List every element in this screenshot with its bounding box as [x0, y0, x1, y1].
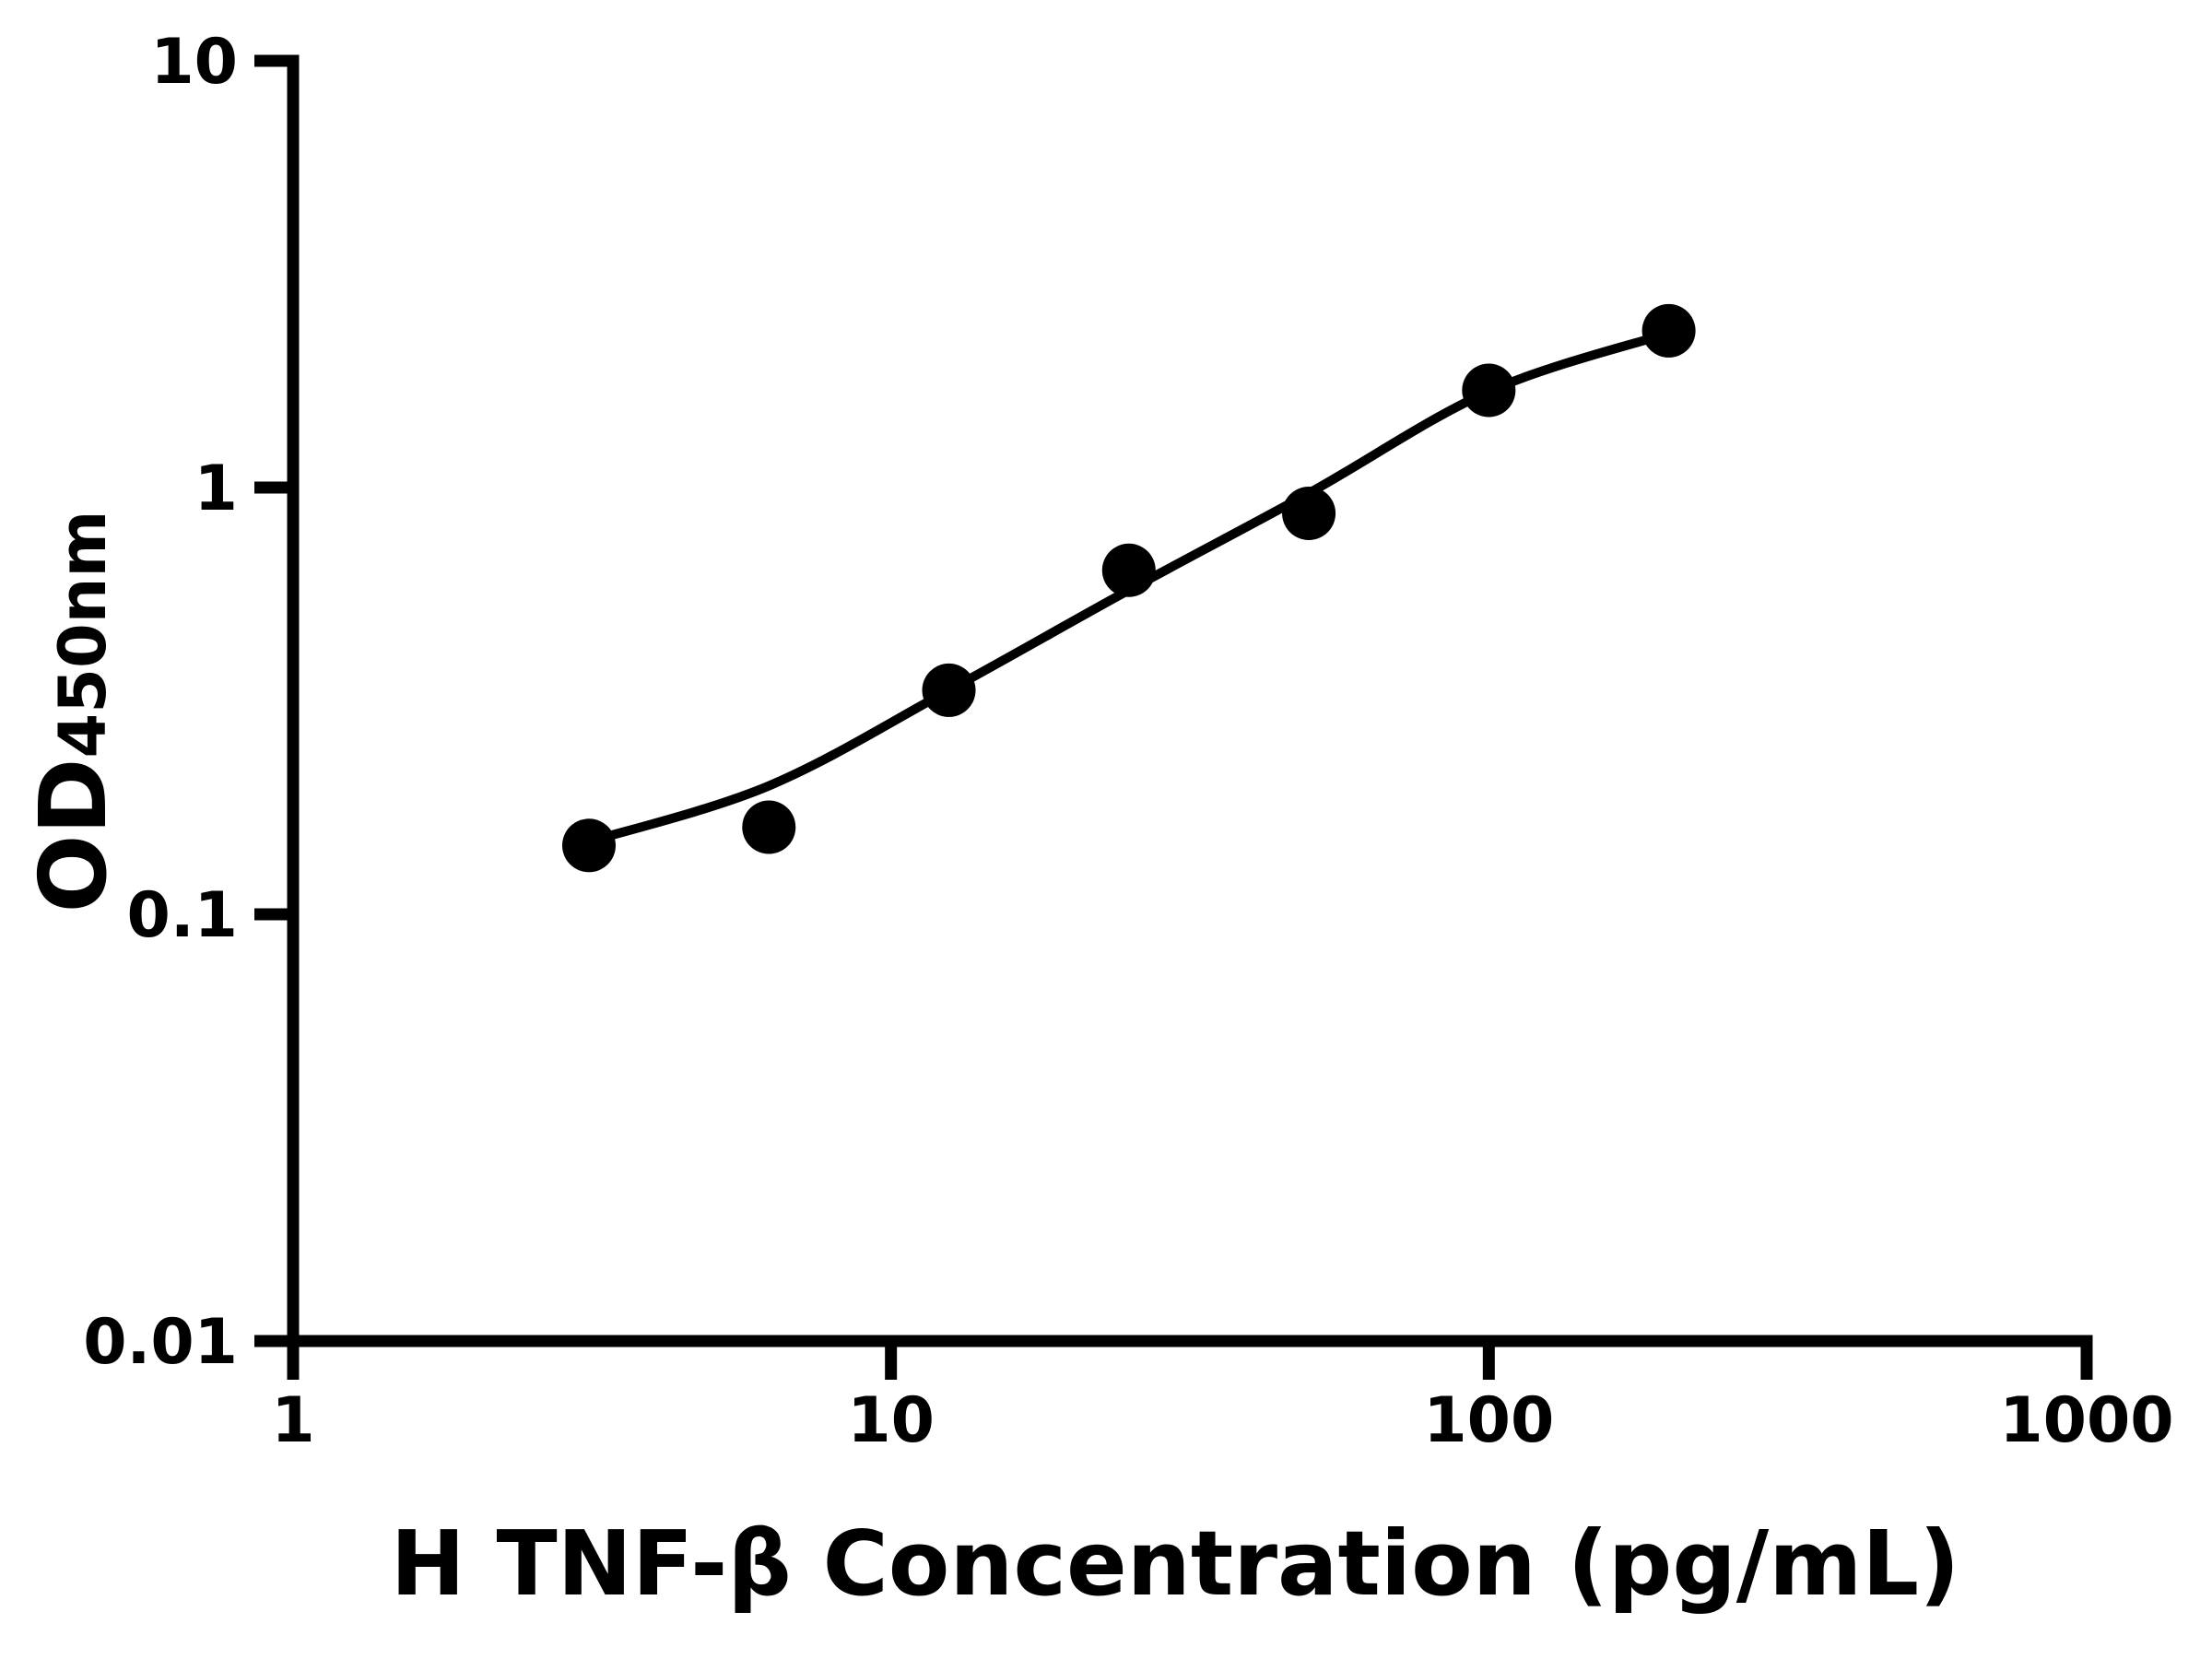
y-axis-title-subscript: 450nm — [45, 510, 121, 759]
y-axis-title-main: OD — [19, 758, 127, 913]
axis-spines — [287, 54, 2093, 1347]
x-tick-label: 1 — [271, 1384, 314, 1457]
y-tick-label: 1 — [194, 453, 238, 525]
y-axis-title: OD450nm — [19, 389, 127, 1034]
data-point — [561, 818, 616, 873]
x-tick-label: 100 — [1423, 1384, 1554, 1457]
data-point — [1282, 487, 1336, 541]
data-point — [1641, 303, 1696, 358]
x-axis-title: H TNF-β Concentration (pg/mL) — [390, 1512, 1960, 1616]
data-point — [922, 663, 976, 717]
data-point — [742, 800, 796, 854]
y-tick-label: 10 — [150, 26, 238, 99]
data-point — [1101, 543, 1156, 597]
data-point — [1462, 363, 1516, 418]
x-tick-label: 10 — [847, 1384, 935, 1457]
y-tick-label: 0.01 — [83, 1306, 238, 1379]
x-tick-label: 1000 — [1999, 1384, 2173, 1457]
y-tick-label: 0.1 — [127, 879, 238, 952]
